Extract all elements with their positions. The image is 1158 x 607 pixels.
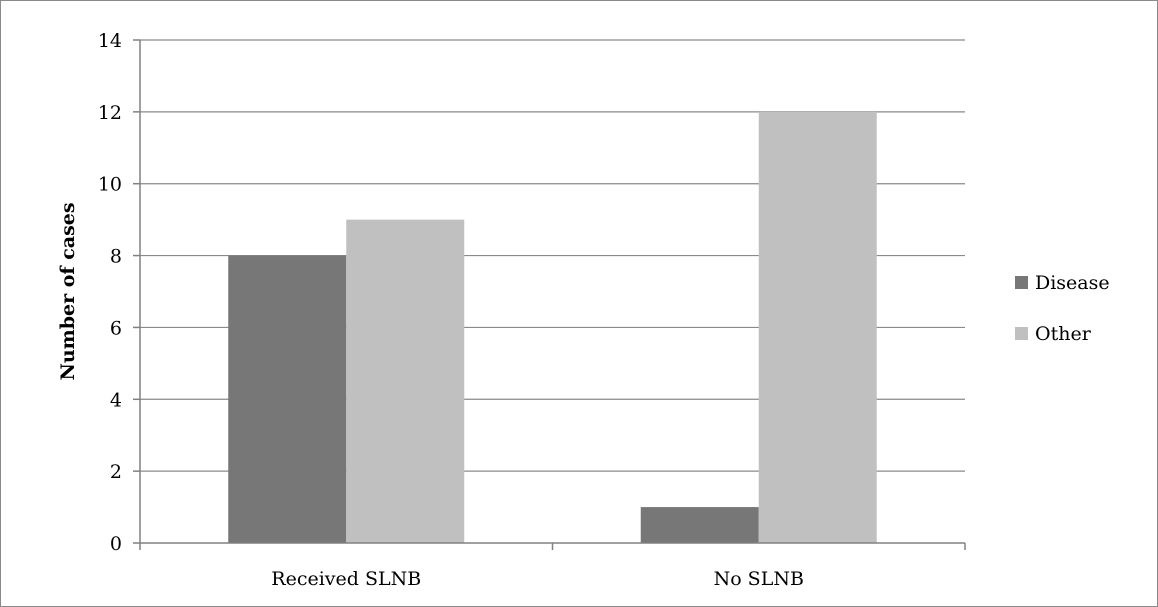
y-tick-label: 12: [98, 102, 122, 124]
y-tick-label: 4: [110, 389, 122, 411]
y-tick-label: 6: [110, 317, 122, 339]
bars: [228, 111, 877, 544]
y-tick-label: 0: [110, 533, 122, 555]
x-category-labels: Received SLNB No SLNB: [271, 568, 804, 590]
y-axis-label: Number of cases: [57, 202, 79, 380]
legend: Disease Other: [1015, 272, 1110, 345]
bar-other-1: [758, 111, 877, 543]
y-tick-labels: 0 2 4 6 8 10 12 14: [98, 30, 122, 555]
y-tick-label: 8: [110, 246, 122, 268]
legend-swatch-disease: [1015, 276, 1028, 289]
bar-disease-1: [640, 507, 759, 543]
legend-label-other: Other: [1035, 323, 1092, 345]
legend-swatch-other: [1015, 327, 1028, 340]
legend-label-disease: Disease: [1035, 272, 1110, 294]
y-tick-label: 14: [98, 30, 122, 52]
bar-disease-0: [228, 255, 347, 544]
y-tick-label: 10: [98, 174, 122, 196]
axes: [139, 40, 965, 544]
x-category-label: Received SLNB: [271, 568, 421, 590]
y-tick-label: 2: [110, 461, 122, 483]
bar-other-0: [346, 219, 465, 543]
x-category-label: No SLNB: [714, 568, 804, 590]
